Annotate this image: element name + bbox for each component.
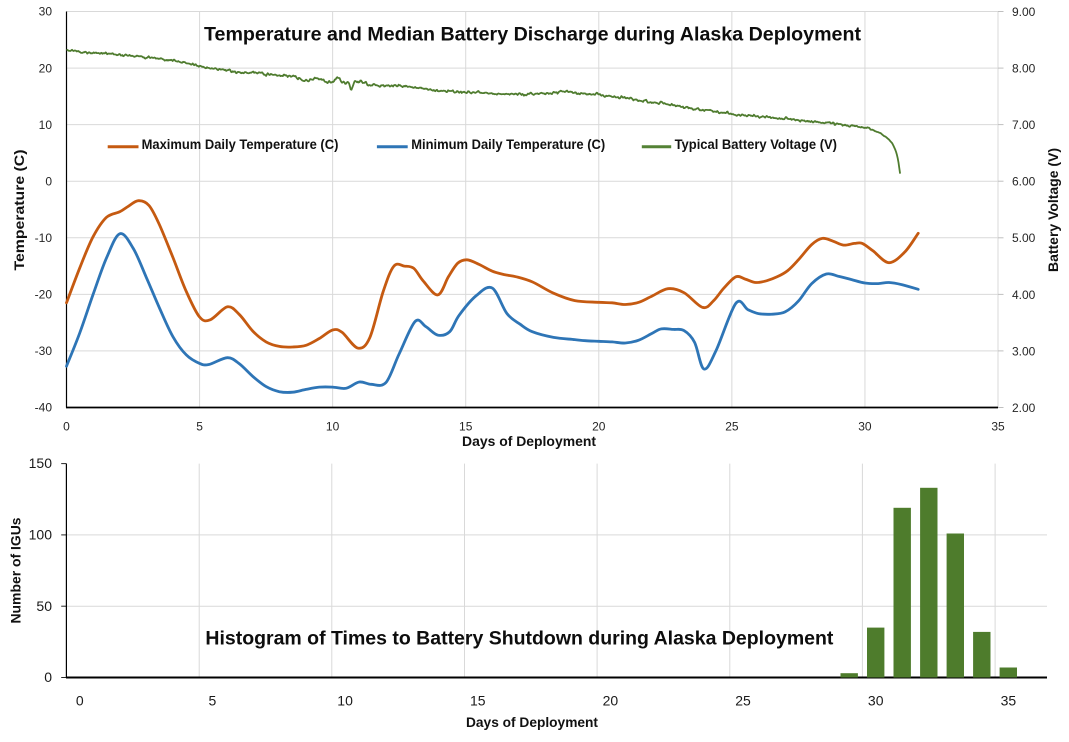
svg-text:50: 50 bbox=[36, 598, 52, 614]
svg-text:Temperature (C): Temperature (C) bbox=[11, 150, 27, 271]
svg-text:30: 30 bbox=[868, 692, 884, 708]
svg-text:0: 0 bbox=[76, 692, 84, 708]
svg-text:30: 30 bbox=[39, 5, 53, 19]
svg-text:Maximum Daily Temperature (C): Maximum Daily Temperature (C) bbox=[142, 136, 339, 152]
svg-text:Temperature and Median Battery: Temperature and Median Battery Discharge… bbox=[204, 24, 862, 46]
svg-text:4.00: 4.00 bbox=[1012, 288, 1036, 302]
svg-text:25: 25 bbox=[725, 420, 739, 434]
svg-text:Days of Deployment: Days of Deployment bbox=[466, 714, 598, 730]
svg-text:30: 30 bbox=[858, 420, 872, 434]
svg-text:-30: -30 bbox=[35, 344, 53, 358]
svg-text:10: 10 bbox=[39, 118, 53, 132]
svg-text:10: 10 bbox=[337, 692, 353, 708]
svg-text:100: 100 bbox=[29, 527, 53, 543]
svg-text:0: 0 bbox=[63, 420, 70, 434]
svg-text:6.00: 6.00 bbox=[1012, 175, 1036, 189]
svg-text:5.00: 5.00 bbox=[1012, 231, 1036, 245]
svg-text:15: 15 bbox=[459, 420, 473, 434]
svg-text:Days of Deployment: Days of Deployment bbox=[462, 433, 596, 449]
svg-text:-20: -20 bbox=[35, 288, 53, 302]
svg-text:7.00: 7.00 bbox=[1012, 118, 1036, 132]
svg-text:0: 0 bbox=[44, 669, 52, 685]
svg-text:5: 5 bbox=[196, 420, 203, 434]
svg-text:20: 20 bbox=[592, 420, 606, 434]
svg-text:20: 20 bbox=[603, 692, 619, 708]
svg-text:150: 150 bbox=[29, 455, 53, 471]
svg-text:8.00: 8.00 bbox=[1012, 62, 1036, 76]
svg-text:Typical Battery Voltage (V): Typical Battery Voltage (V) bbox=[675, 136, 837, 152]
svg-text:3.00: 3.00 bbox=[1012, 344, 1036, 358]
svg-text:9.00: 9.00 bbox=[1012, 5, 1036, 19]
svg-text:25: 25 bbox=[735, 692, 751, 708]
svg-text:35: 35 bbox=[1001, 692, 1017, 708]
svg-text:20: 20 bbox=[39, 61, 53, 75]
svg-text:15: 15 bbox=[470, 692, 486, 708]
svg-text:Number of IGUs: Number of IGUs bbox=[8, 517, 24, 623]
svg-text:5: 5 bbox=[209, 692, 217, 708]
svg-text:0: 0 bbox=[45, 174, 52, 188]
svg-text:2.00: 2.00 bbox=[1012, 401, 1036, 415]
svg-text:-40: -40 bbox=[35, 401, 53, 415]
svg-text:35: 35 bbox=[991, 420, 1005, 434]
svg-text:Battery Voltage (V): Battery Voltage (V) bbox=[1045, 148, 1061, 272]
svg-text:Minimum Daily Temperature (C): Minimum Daily Temperature (C) bbox=[411, 136, 605, 152]
svg-text:Histogram of Times to Battery: Histogram of Times to Battery Shutdown d… bbox=[205, 628, 834, 650]
svg-text:-10: -10 bbox=[35, 231, 53, 245]
svg-text:10: 10 bbox=[326, 420, 340, 434]
